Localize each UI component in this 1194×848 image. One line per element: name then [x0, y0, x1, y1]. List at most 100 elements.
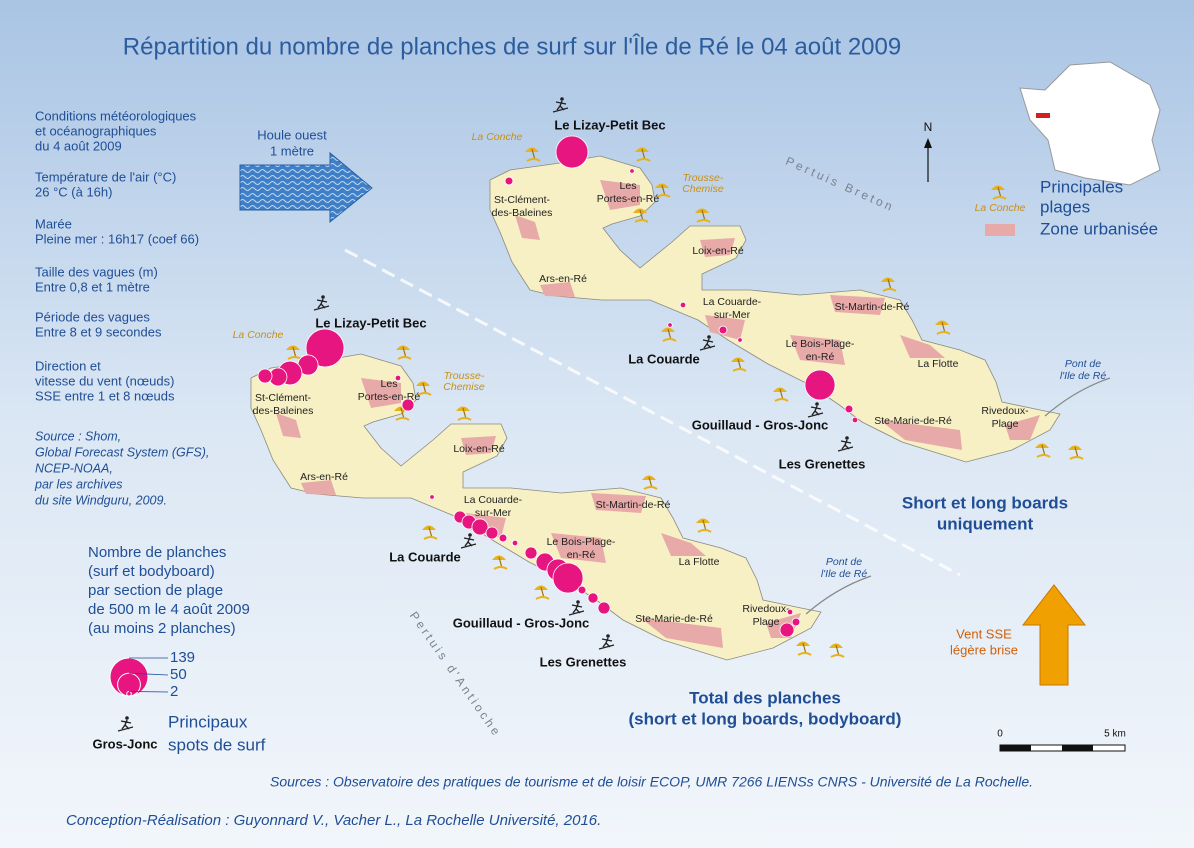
place-label: La Couarde- [464, 494, 523, 506]
board-bubble [524, 546, 538, 560]
bridge-label: Pont de [826, 556, 862, 568]
spot-label: La Couarde [389, 549, 461, 564]
place-label: Portes-en-Ré [597, 193, 660, 205]
beach-label: Chemise [443, 381, 485, 393]
condition-text: et océanographiques [35, 123, 157, 138]
spot-label: Le Lizay-Petit Bec [554, 117, 665, 132]
place-label: sur-Mer [714, 309, 751, 321]
board-bubble [555, 135, 589, 169]
island-map: St-Clément-des-BaleinesLesPortes-en-RéAr… [233, 294, 872, 669]
size-legend-label: 2 [170, 683, 178, 700]
place-label: Rivedoux- [742, 603, 790, 615]
beach-legend-label: Principales [1040, 177, 1123, 196]
sources: Sources : Observatoire des pratiques de … [270, 774, 1033, 790]
wind-arrow [1021, 584, 1087, 686]
urban-swatch [985, 224, 1015, 236]
board-bubble [577, 585, 587, 595]
size-legend-label: 50 [170, 666, 187, 683]
board-bubble [587, 592, 599, 604]
condition-text: 26 °C (à 16h) [35, 184, 112, 199]
condition-text: vitesse du vent (nœuds) [35, 373, 174, 388]
size-legend-leader [128, 672, 169, 676]
size-legend-title: (au moins 2 planches) [88, 620, 236, 637]
board-bubble [786, 608, 794, 616]
beach-label: Trousse- [683, 172, 724, 184]
north-label: N [924, 120, 933, 134]
condition-text: Entre 8 et 9 secondes [35, 324, 162, 339]
condition-text: Période des vagues [35, 309, 150, 324]
spot-label: Le Lizay-Petit Bec [315, 315, 426, 330]
map-subtitle: uniquement [937, 514, 1034, 533]
source-text: du site Windguru, 2009. [35, 493, 167, 507]
beach-legend-label: plages [1040, 197, 1090, 216]
condition-text: Entre 0,8 et 1 mètre [35, 279, 150, 294]
place-label: La Couarde- [703, 296, 762, 308]
place-label: Le Bois-Plage- [786, 338, 855, 350]
board-bubble [629, 168, 635, 174]
map-subtitle: Short et long boards [902, 493, 1068, 512]
spot-label: Gouillaud - Gros-Jonc [692, 417, 829, 432]
credits: Conception-Réalisation : Guyonnard V., V… [66, 812, 601, 829]
source-text: par les archives [34, 477, 123, 491]
swell-arrow [239, 151, 373, 224]
source-text: NCEP-NOAA, [35, 461, 113, 475]
bridge-label: l'Ile de Ré [821, 568, 868, 580]
spot-legend-example: Gros-Jonc [92, 736, 157, 751]
size-legend-title: par section de plage [88, 582, 223, 599]
place-label: Le Bois-Plage- [547, 536, 616, 548]
france-inset [1019, 61, 1161, 186]
swell-label: 1 mètre [270, 143, 314, 158]
board-bubble [498, 533, 508, 543]
place-label: Ste-Marie-de-Ré [874, 415, 952, 427]
place-label: Les [381, 378, 398, 390]
place-label: Plage [753, 616, 780, 628]
scale-label: 5 km [1104, 729, 1126, 740]
board-bubble [844, 404, 854, 414]
map-subtitle: (short et long boards, bodyboard) [629, 709, 902, 728]
board-bubble [504, 176, 514, 186]
place-label: St-Clément- [255, 392, 312, 404]
scale-bar [999, 744, 1126, 752]
place-label: sur-Mer [475, 507, 512, 519]
condition-text: Marée [35, 216, 72, 231]
condition-text: Direction et [35, 358, 101, 373]
condition-text: Conditions météorologiques [35, 108, 197, 123]
divider [344, 248, 961, 577]
place-label: Ste-Marie-de-Ré [635, 613, 713, 625]
bridge-label: Pont de [1065, 358, 1101, 370]
place-label: Plage [992, 418, 1019, 430]
wind-label: Vent SSE [956, 626, 1012, 641]
board-bubble [471, 518, 489, 536]
wind-label: légère brise [950, 642, 1018, 657]
place-label: en-Ré [567, 549, 596, 561]
condition-text: Taille des vagues (m) [35, 264, 158, 279]
beach-label: La Conche [233, 329, 284, 341]
place-label: Loix-en-Ré [692, 245, 744, 257]
source-text: Global Forecast System (GFS), [35, 445, 209, 459]
spot-legend-title: spots de surf [168, 735, 266, 754]
map-subtitle: Total des planches [689, 688, 841, 707]
board-bubble [737, 337, 743, 343]
place-label: St-Martin-de-Ré [835, 301, 910, 313]
spot-label: Gouillaud - Gros-Jonc [453, 615, 590, 630]
board-bubble [804, 369, 836, 401]
size-legend-title: (surf et bodyboard) [88, 563, 215, 580]
place-label: St-Clément- [494, 194, 551, 206]
board-bubble [718, 325, 728, 335]
board-bubble [394, 374, 402, 382]
beach-label: Trousse- [444, 370, 485, 382]
place-label: des-Baleines [253, 405, 314, 417]
board-bubble [305, 328, 345, 368]
size-legend-circle [126, 690, 132, 697]
place-label: Les [620, 180, 637, 192]
bridge-label: l'Ile de Ré [1060, 370, 1107, 382]
board-bubble [429, 494, 435, 500]
spot-label: Les Grenettes [540, 654, 627, 669]
island-map: St-Clément-des-BaleinesLesPortes-en-RéAr… [472, 96, 1111, 471]
board-bubble [485, 526, 499, 540]
source-text: Source : Shom, [35, 429, 121, 443]
board-bubble [257, 368, 273, 384]
place-label: Ars-en-Ré [300, 471, 348, 483]
place-label: Loix-en-Ré [453, 443, 505, 455]
